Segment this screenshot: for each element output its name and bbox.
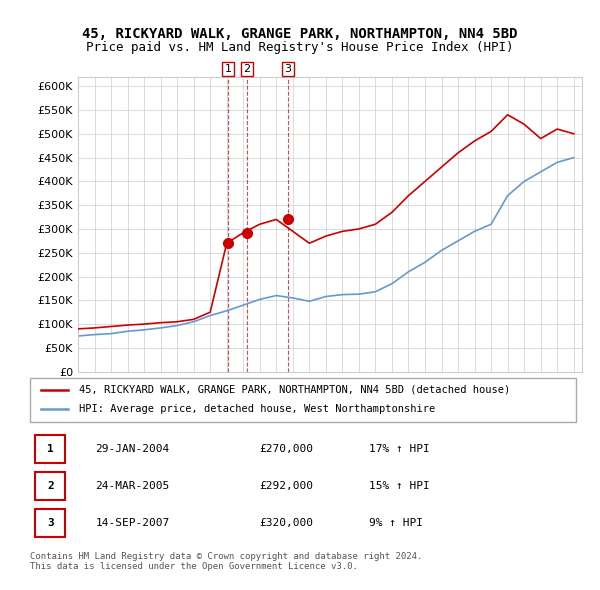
Text: 45, RICKYARD WALK, GRANGE PARK, NORTHAMPTON, NN4 5BD (detached house): 45, RICKYARD WALK, GRANGE PARK, NORTHAMP… <box>79 385 511 395</box>
Text: Contains HM Land Registry data © Crown copyright and database right 2024.
This d: Contains HM Land Registry data © Crown c… <box>30 552 422 571</box>
FancyBboxPatch shape <box>30 378 576 422</box>
Text: 2: 2 <box>47 481 54 491</box>
Text: £292,000: £292,000 <box>259 481 313 491</box>
FancyBboxPatch shape <box>35 435 65 463</box>
Text: 9% ↑ HPI: 9% ↑ HPI <box>368 519 422 529</box>
FancyBboxPatch shape <box>35 509 65 537</box>
Text: 3: 3 <box>47 519 54 529</box>
Text: 15% ↑ HPI: 15% ↑ HPI <box>368 481 429 491</box>
Text: 14-SEP-2007: 14-SEP-2007 <box>95 519 170 529</box>
Text: 45, RICKYARD WALK, GRANGE PARK, NORTHAMPTON, NN4 5BD: 45, RICKYARD WALK, GRANGE PARK, NORTHAMP… <box>82 27 518 41</box>
Text: 2: 2 <box>244 64 251 74</box>
Text: 3: 3 <box>284 64 292 74</box>
Text: 17% ↑ HPI: 17% ↑ HPI <box>368 444 429 454</box>
FancyBboxPatch shape <box>35 472 65 500</box>
Text: £270,000: £270,000 <box>259 444 313 454</box>
Text: 1: 1 <box>47 444 54 454</box>
Text: 1: 1 <box>224 64 232 74</box>
Text: 24-MAR-2005: 24-MAR-2005 <box>95 481 170 491</box>
Text: 29-JAN-2004: 29-JAN-2004 <box>95 444 170 454</box>
Text: HPI: Average price, detached house, West Northamptonshire: HPI: Average price, detached house, West… <box>79 405 436 414</box>
Text: £320,000: £320,000 <box>259 519 313 529</box>
Text: Price paid vs. HM Land Registry's House Price Index (HPI): Price paid vs. HM Land Registry's House … <box>86 41 514 54</box>
